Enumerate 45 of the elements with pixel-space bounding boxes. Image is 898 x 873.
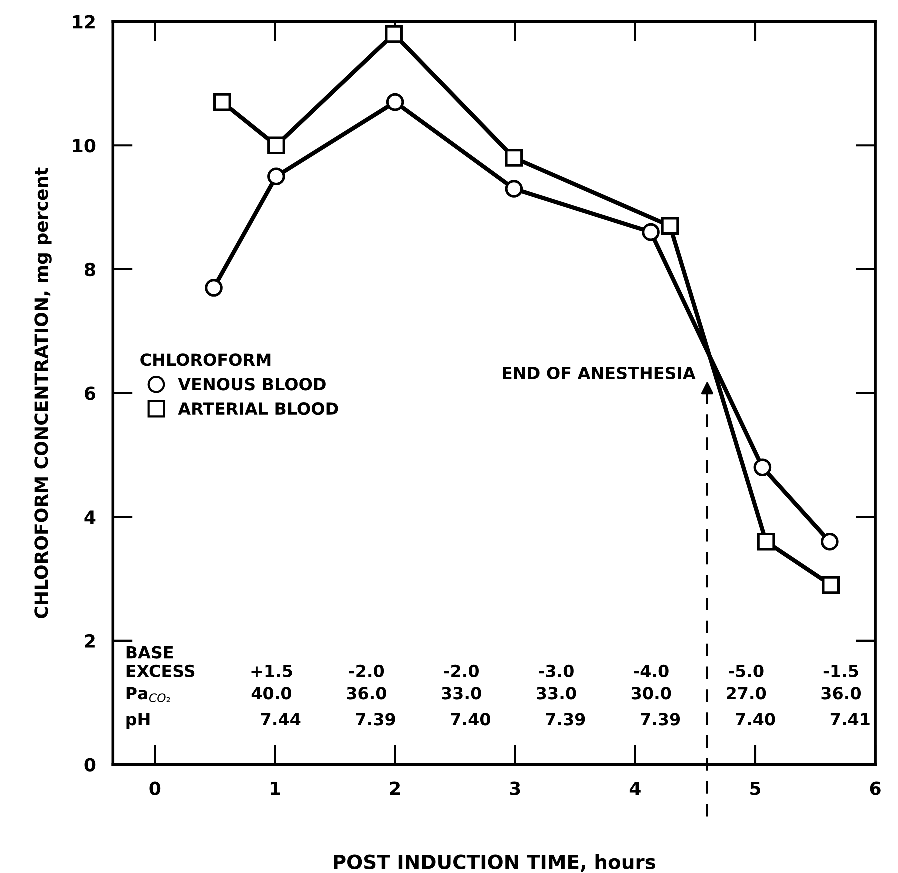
annotation: 7.39 xyxy=(546,713,586,726)
annotation: 27.0 xyxy=(727,687,766,700)
x-tick-label: 5 xyxy=(750,782,761,796)
annotation: -2.0 xyxy=(349,664,384,678)
annotation: 7.41 xyxy=(830,713,870,726)
annotation: -4.0 xyxy=(634,664,669,678)
x-tick-label: 6 xyxy=(870,782,881,796)
y-tick-label: 4 xyxy=(84,510,96,524)
annotation: 33.0 xyxy=(442,687,482,700)
legend-label: ARTERIAL BLOOD xyxy=(178,402,338,416)
annotation: -5.0 xyxy=(729,664,764,678)
annotation: BASE xyxy=(126,646,174,659)
x-tick-label: 1 xyxy=(270,782,280,796)
y-tick-label: 0 xyxy=(84,758,96,772)
x-tick-label: 3 xyxy=(510,782,520,796)
y-tick-label: 6 xyxy=(85,386,96,400)
annotation: +1.5 xyxy=(252,665,292,678)
legend-label: VENOUS BLOOD xyxy=(178,378,326,391)
annotation: 40.0 xyxy=(252,687,292,700)
x-tick-label: 4 xyxy=(630,782,641,796)
annotation: -3.0 xyxy=(539,664,574,678)
y-tick-label: 2 xyxy=(85,634,95,648)
y-tick-label: 8 xyxy=(85,262,96,277)
y-tick-label: 10 xyxy=(73,139,96,153)
annotation: 36.0 xyxy=(822,687,862,700)
annotation: Pa$_{CO₂}$ xyxy=(126,687,170,702)
x-axis-title: POST INDUCTION TIME, hours xyxy=(334,854,656,872)
annotation: 7.40 xyxy=(451,713,490,726)
annotation: 7.40 xyxy=(736,713,776,726)
annotation: 7.39 xyxy=(641,713,680,726)
annotation: 33.0 xyxy=(537,687,576,700)
annotation: 36.0 xyxy=(347,687,386,700)
annotation: 30.0 xyxy=(632,687,672,700)
annotation: pH xyxy=(126,713,150,729)
y-tick-label: 12 xyxy=(73,15,95,29)
annotation: 7.44 xyxy=(261,713,301,726)
x-tick-label: 0 xyxy=(150,782,161,796)
annotation: -1.5 xyxy=(824,665,858,678)
annotation: -2.0 xyxy=(444,664,479,678)
x-tick-label: 2 xyxy=(390,782,400,796)
annotation: 7.39 xyxy=(356,713,396,726)
annotation: EXCESS xyxy=(126,664,195,678)
ref-line-label: END OF ANESTHESIA xyxy=(503,366,696,380)
legend-title: CHLOROFORM xyxy=(140,354,271,366)
y-axis-title: CHLOROFORM CONCENTRATION, mg percent xyxy=(34,168,52,618)
